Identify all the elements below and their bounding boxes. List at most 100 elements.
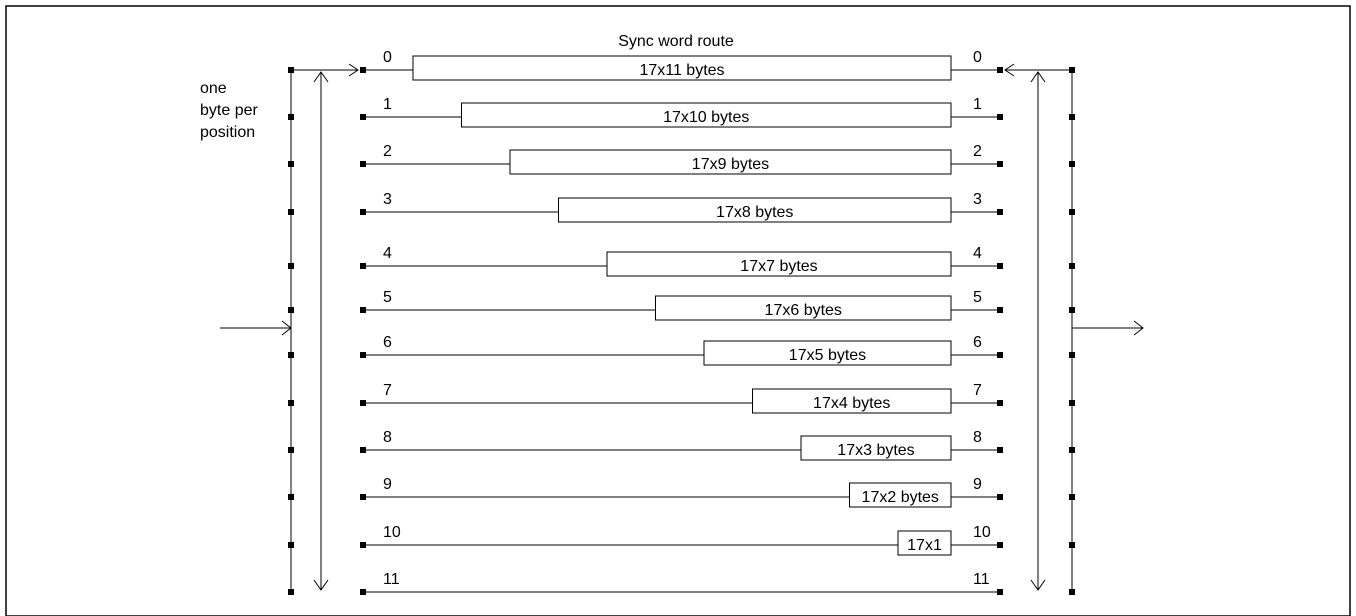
branch-input-terminal bbox=[360, 400, 366, 406]
branch-input-terminal bbox=[360, 161, 366, 167]
output-commutator-contact bbox=[1069, 263, 1075, 269]
branch-index-right: 0 bbox=[973, 49, 982, 66]
side-note-line-2: byte per bbox=[200, 102, 258, 119]
fifo-label: 17x9 bytes bbox=[692, 156, 769, 173]
fifo-box bbox=[655, 295, 952, 321]
input-commutator-contact bbox=[288, 114, 294, 120]
fifo-box bbox=[897, 530, 952, 556]
output-commutator-contact bbox=[1069, 209, 1075, 215]
fifo-label: 17x4 bytes bbox=[813, 395, 890, 412]
input-rotation-arrowhead-up bbox=[313, 71, 329, 83]
fifo-box bbox=[703, 340, 952, 366]
branch-index-left: 8 bbox=[383, 429, 392, 446]
fifo-label: 17x5 bytes bbox=[789, 347, 866, 364]
branch-index-left: 10 bbox=[383, 524, 401, 541]
branch-output-terminal bbox=[997, 589, 1003, 595]
output-arrowhead bbox=[1133, 320, 1144, 336]
branch-output-terminal bbox=[997, 307, 1003, 313]
output-rotation-arrowhead-up bbox=[1030, 71, 1046, 83]
branch-index-right: 11 bbox=[973, 571, 990, 588]
branch-index-right: 7 bbox=[973, 382, 982, 399]
branch-index-right: 2 bbox=[973, 143, 982, 160]
input-commutator-contact bbox=[288, 161, 294, 167]
branch-index-left: 1 bbox=[383, 96, 392, 113]
fifo-label: 17x8 bytes bbox=[716, 204, 793, 221]
fifo-label: 17x1 bbox=[907, 537, 942, 554]
sync-route-input-arrowhead bbox=[348, 63, 359, 77]
branch-index-right: 4 bbox=[973, 245, 982, 262]
branch-index-right: 6 bbox=[973, 334, 982, 351]
branch-input-terminal bbox=[360, 209, 366, 215]
fifo-label: 17x11 bytes bbox=[639, 62, 724, 79]
branch-index-left: 11 bbox=[383, 571, 400, 588]
outer-frame bbox=[5, 5, 1351, 616]
input-commutator-contact bbox=[288, 209, 294, 215]
output-commutator-contact bbox=[1069, 307, 1075, 313]
input-commutator-contact bbox=[288, 307, 294, 313]
branch-output-terminal bbox=[997, 67, 1003, 73]
branch-index-right: 10 bbox=[973, 524, 991, 541]
fifo-label: 17x10 bytes bbox=[663, 109, 749, 126]
output-commutator-contact bbox=[1069, 67, 1075, 73]
input-commutator-contact bbox=[288, 67, 294, 73]
branch-index-right: 1 bbox=[973, 96, 982, 113]
branch-index-left: 7 bbox=[383, 382, 392, 399]
output-commutator-contact bbox=[1069, 114, 1075, 120]
branch-input-terminal bbox=[360, 352, 366, 358]
branch-input-terminal bbox=[360, 447, 366, 453]
branch-output-terminal bbox=[997, 209, 1003, 215]
branch-input-terminal bbox=[360, 494, 366, 500]
input-commutator-contact bbox=[288, 447, 294, 453]
fifo-box bbox=[461, 102, 952, 128]
output-commutator-contact bbox=[1069, 542, 1075, 548]
branch-index-left: 3 bbox=[383, 191, 392, 208]
branch-input-terminal bbox=[360, 307, 366, 313]
branch-input-terminal bbox=[360, 542, 366, 548]
branch-index-left: 9 bbox=[383, 476, 392, 493]
output-commutator-contact bbox=[1069, 494, 1075, 500]
branch-input-terminal bbox=[360, 114, 366, 120]
output-commutator-contact bbox=[1069, 161, 1075, 167]
input-commutator-contact bbox=[288, 494, 294, 500]
input-commutator-contact bbox=[288, 400, 294, 406]
fifo-label: 17x2 bytes bbox=[862, 489, 939, 506]
output-rotation-arrowhead-down bbox=[1030, 579, 1046, 591]
branch-output-terminal bbox=[997, 400, 1003, 406]
branch-output-terminal bbox=[997, 352, 1003, 358]
sync-route-output-arrowhead bbox=[1004, 63, 1015, 77]
branch-output-terminal bbox=[997, 161, 1003, 167]
fifo-box bbox=[412, 55, 952, 81]
branch-index-left: 4 bbox=[383, 245, 392, 262]
fifo-box bbox=[509, 149, 952, 175]
branch-index-right: 3 bbox=[973, 191, 982, 208]
branch-input-terminal bbox=[360, 263, 366, 269]
fifo-box bbox=[606, 251, 952, 277]
input-rotation-arrowhead-down bbox=[313, 579, 329, 591]
branch-index-right: 9 bbox=[973, 476, 982, 493]
branch-index-left: 6 bbox=[383, 334, 392, 351]
fifo-label: 17x3 bytes bbox=[837, 442, 914, 459]
branch-output-terminal bbox=[997, 542, 1003, 548]
input-commutator-contact bbox=[288, 542, 294, 548]
side-note-line-1: one bbox=[200, 80, 227, 97]
fifo-box bbox=[558, 197, 952, 223]
output-commutator-contact bbox=[1069, 400, 1075, 406]
branch-output-terminal bbox=[997, 114, 1003, 120]
input-commutator-contact bbox=[288, 352, 294, 358]
branch-output-terminal bbox=[997, 263, 1003, 269]
fifo-box bbox=[849, 482, 952, 508]
output-commutator-contact bbox=[1069, 352, 1075, 358]
sync-word-route-label: Sync word route bbox=[618, 33, 734, 50]
input-commutator-contact bbox=[288, 589, 294, 595]
branch-index-right: 5 bbox=[973, 289, 982, 306]
output-commutator-contact bbox=[1069, 589, 1075, 595]
fifo-box bbox=[800, 435, 952, 461]
side-note-line-3: position bbox=[200, 124, 255, 141]
branch-output-terminal bbox=[997, 494, 1003, 500]
branch-index-left: 2 bbox=[383, 143, 392, 160]
branch-input-terminal bbox=[360, 67, 366, 73]
fifo-box bbox=[752, 388, 952, 414]
branch-output-terminal bbox=[997, 447, 1003, 453]
